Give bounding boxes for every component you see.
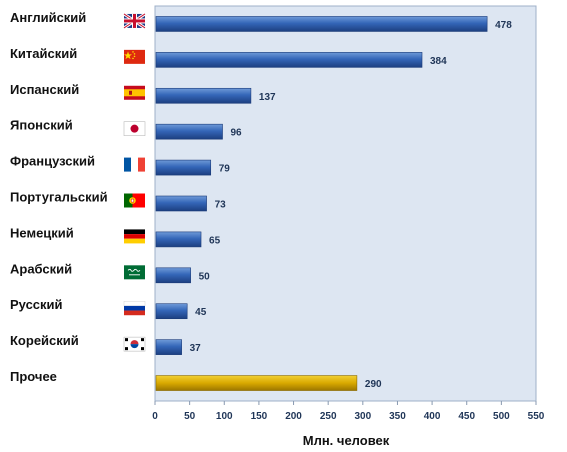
value-label: 478 <box>495 20 512 31</box>
x-tick-label: 400 <box>424 411 441 422</box>
x-tick-label: 500 <box>493 411 510 422</box>
x-tick-label: 300 <box>354 411 371 422</box>
russia-flag-icon <box>123 301 146 316</box>
china-flag-icon <box>124 49 145 64</box>
value-label: 65 <box>209 235 221 246</box>
value-label: 290 <box>365 379 382 390</box>
bar <box>155 267 191 284</box>
bars: 478 384 137 96 79 73 65 50 45 37 290 <box>155 16 512 391</box>
x-tick-label: 550 <box>528 411 545 422</box>
category-label: Испанский <box>10 82 79 97</box>
x-tick-label: 0 <box>152 411 158 422</box>
x-tick-label: 150 <box>251 411 268 422</box>
category-label: Прочее <box>10 369 57 384</box>
bar <box>155 195 207 212</box>
x-axis: 0 50 100 150 200 250 300 350 400 450 500 550 <box>152 401 545 422</box>
x-tick-label: 250 <box>320 411 337 422</box>
bar <box>155 52 423 68</box>
category-label: Русский <box>10 297 63 312</box>
plot-area <box>154 5 537 402</box>
category-label: Китайский <box>10 46 77 61</box>
category-label: Английский <box>10 10 86 25</box>
category-label: Французский <box>10 154 95 169</box>
value-label: 73 <box>215 200 227 211</box>
bar <box>155 123 223 140</box>
japan-flag-icon <box>123 121 146 136</box>
x-tick-label: 200 <box>285 411 302 422</box>
flags <box>123 12 146 352</box>
bar <box>155 339 182 355</box>
category-label: Португальский <box>10 190 108 205</box>
value-label: 50 <box>199 271 211 282</box>
value-label: 79 <box>219 164 231 175</box>
saudi-arabia-flag-icon <box>124 265 145 280</box>
category-label: Арабский <box>10 261 72 276</box>
france-flag-icon <box>124 157 145 172</box>
x-tick-label: 350 <box>389 411 406 422</box>
spain-flag-icon <box>124 85 145 100</box>
bar <box>155 87 252 104</box>
bar <box>155 303 188 320</box>
x-tick-label: 450 <box>458 411 475 422</box>
south-korea-flag-icon <box>123 336 146 352</box>
value-label: 384 <box>430 56 447 67</box>
uk-flag-icon <box>123 12 146 30</box>
value-label: 137 <box>259 92 276 103</box>
bar <box>155 375 358 391</box>
category-label: Немецкий <box>10 225 74 240</box>
x-axis-title: Млн. человек <box>303 433 390 448</box>
value-label: 37 <box>190 343 202 354</box>
value-label: 45 <box>195 307 207 318</box>
value-label: 96 <box>231 128 243 139</box>
germany-flag-icon <box>124 229 145 244</box>
x-tick-label: 100 <box>216 411 233 422</box>
category-label: Корейский <box>10 333 79 348</box>
category-labels: Английский Китайский Испанский Японский Фран… <box>10 10 108 384</box>
x-tick-label: 50 <box>184 411 196 422</box>
bar <box>155 231 202 248</box>
bar <box>155 159 212 176</box>
portugal-flag-icon <box>124 193 145 208</box>
bar <box>155 16 488 32</box>
category-label: Японский <box>10 118 73 133</box>
